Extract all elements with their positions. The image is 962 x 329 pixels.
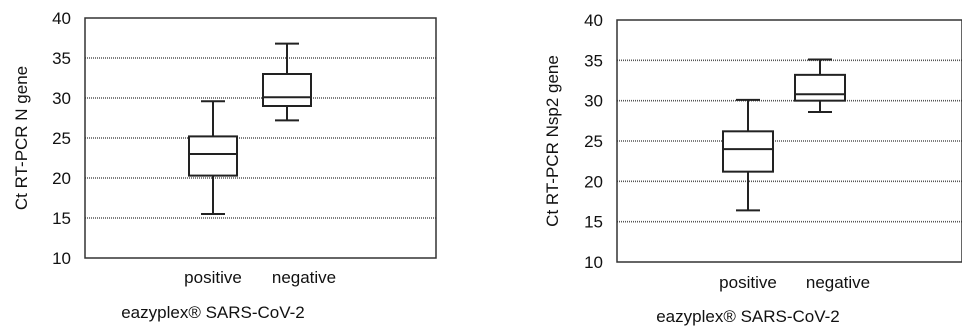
n-gene-category-label-positive: positive (184, 268, 242, 287)
nsp2-gene-ytick-label-40: 40 (584, 11, 603, 30)
n-gene-plot-frame (84, 17, 437, 259)
nsp2-gene-ytick-label-30: 30 (584, 92, 603, 111)
n-gene-ytick-label-10: 10 (52, 249, 71, 268)
n-gene-ytick-label-30: 30 (52, 89, 71, 108)
nsp2-gene-positive-box (722, 130, 774, 173)
nsp2-gene-ytick-label-20: 20 (584, 172, 603, 191)
n-gene-category-label-negative: negative (272, 268, 336, 287)
n-gene-ylabel: Ct RT-PCR N gene (12, 66, 31, 210)
nsp2-gene-category-label-negative: negative (806, 273, 870, 292)
nsp2-gene-chart-panel: 10 15 20 25 30 35 40 Ct RT-PCR Nsp2 gene positiv… (543, 11, 962, 326)
nsp2-gene-negative-box (794, 73, 846, 102)
nsp2-gene-ytick-label-25: 25 (584, 132, 603, 151)
n-gene-xlabel: eazyplex® SARS-CoV-2 (121, 303, 305, 322)
nsp2-gene-plot-frame (616, 19, 962, 263)
nsp2-gene-ytick-label-15: 15 (584, 213, 603, 232)
n-gene-ytick-label-40: 40 (52, 9, 71, 28)
nsp2-gene-xlabel: eazyplex® SARS-CoV-2 (656, 307, 840, 326)
nsp2-gene-category-label-positive: positive (719, 273, 777, 292)
n-gene-negative-box (262, 73, 312, 107)
n-gene-ytick-label-25: 25 (52, 129, 71, 148)
n-gene-ytick-label-35: 35 (52, 49, 71, 68)
nsp2-gene-ytick-label-35: 35 (584, 51, 603, 70)
n-gene-positive-box (188, 135, 238, 177)
n-gene-ytick-label-20: 20 (52, 169, 71, 188)
nsp2-gene-ylabel: Ct RT-PCR Nsp2 gene (543, 55, 562, 227)
nsp2-gene-ytick-label-10: 10 (584, 253, 603, 272)
n-gene-chart-panel: 10 15 20 25 30 35 40 Ct RT-PCR N gene positive ne… (12, 9, 437, 322)
n-gene-ytick-label-15: 15 (52, 209, 71, 228)
